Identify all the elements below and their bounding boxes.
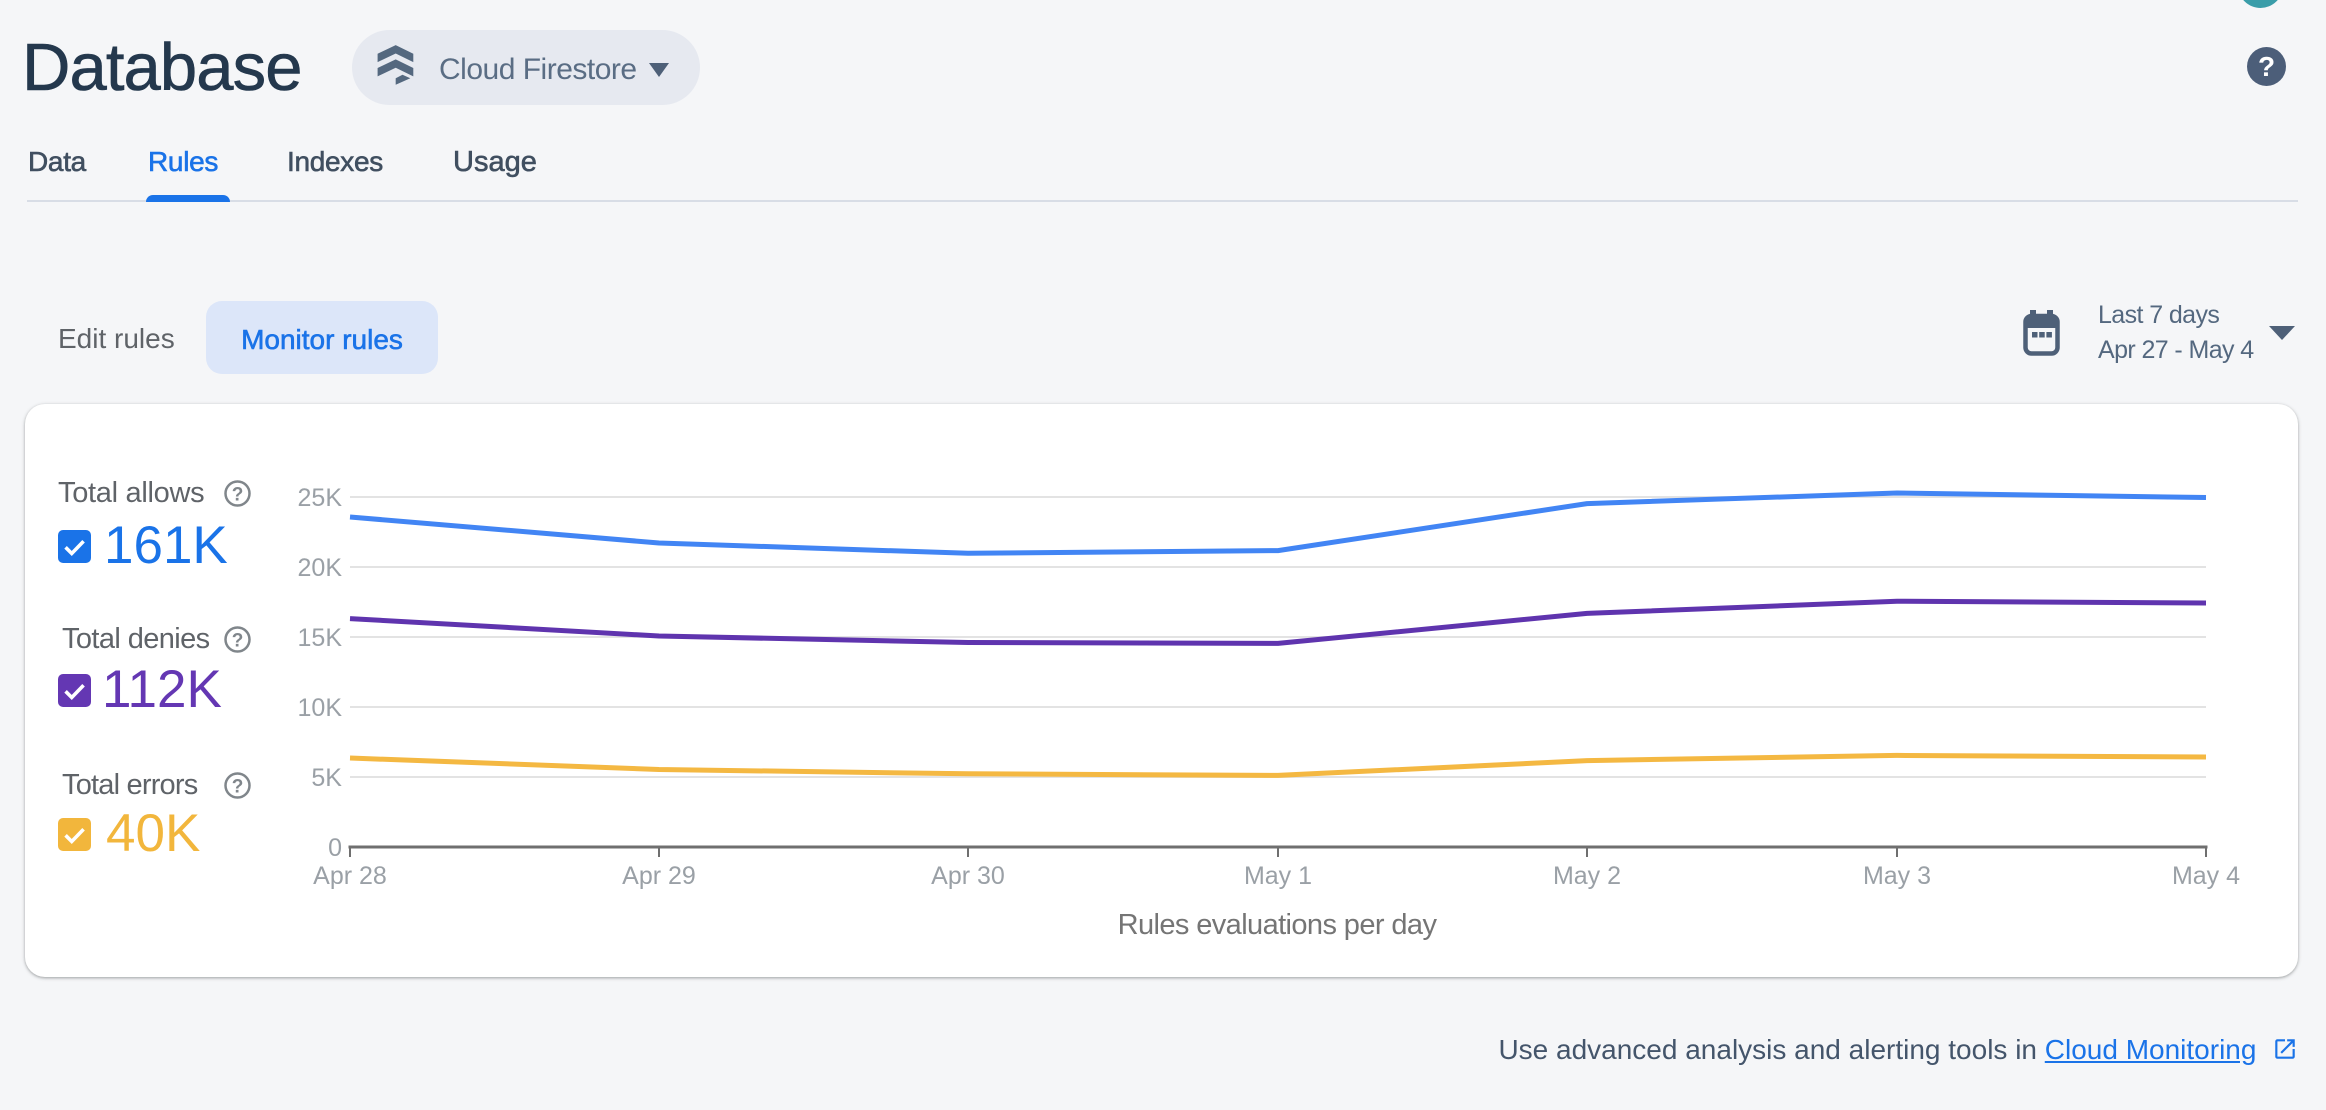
svg-text:10K: 10K	[298, 694, 343, 722]
svg-text:?: ?	[232, 777, 244, 798]
svg-text:0: 0	[328, 834, 342, 862]
svg-text:May 1: May 1	[1244, 862, 1312, 890]
svg-text:?: ?	[232, 485, 244, 506]
svg-text:5K: 5K	[311, 764, 342, 792]
svg-text:Apr 29: Apr 29	[622, 862, 696, 890]
svg-text:15K: 15K	[298, 624, 343, 652]
svg-text:25K: 25K	[298, 484, 343, 512]
svg-text:May 4: May 4	[2172, 862, 2240, 890]
svg-text:May 3: May 3	[1863, 862, 1931, 890]
svg-text:20K: 20K	[298, 554, 343, 582]
svg-text:Apr 28: Apr 28	[313, 862, 387, 890]
svg-text:?: ?	[232, 631, 244, 652]
svg-text:May 2: May 2	[1553, 862, 1621, 890]
svg-text:Rules evaluations per day: Rules evaluations per day	[1118, 909, 1438, 941]
svg-text:Apr 30: Apr 30	[931, 862, 1005, 890]
